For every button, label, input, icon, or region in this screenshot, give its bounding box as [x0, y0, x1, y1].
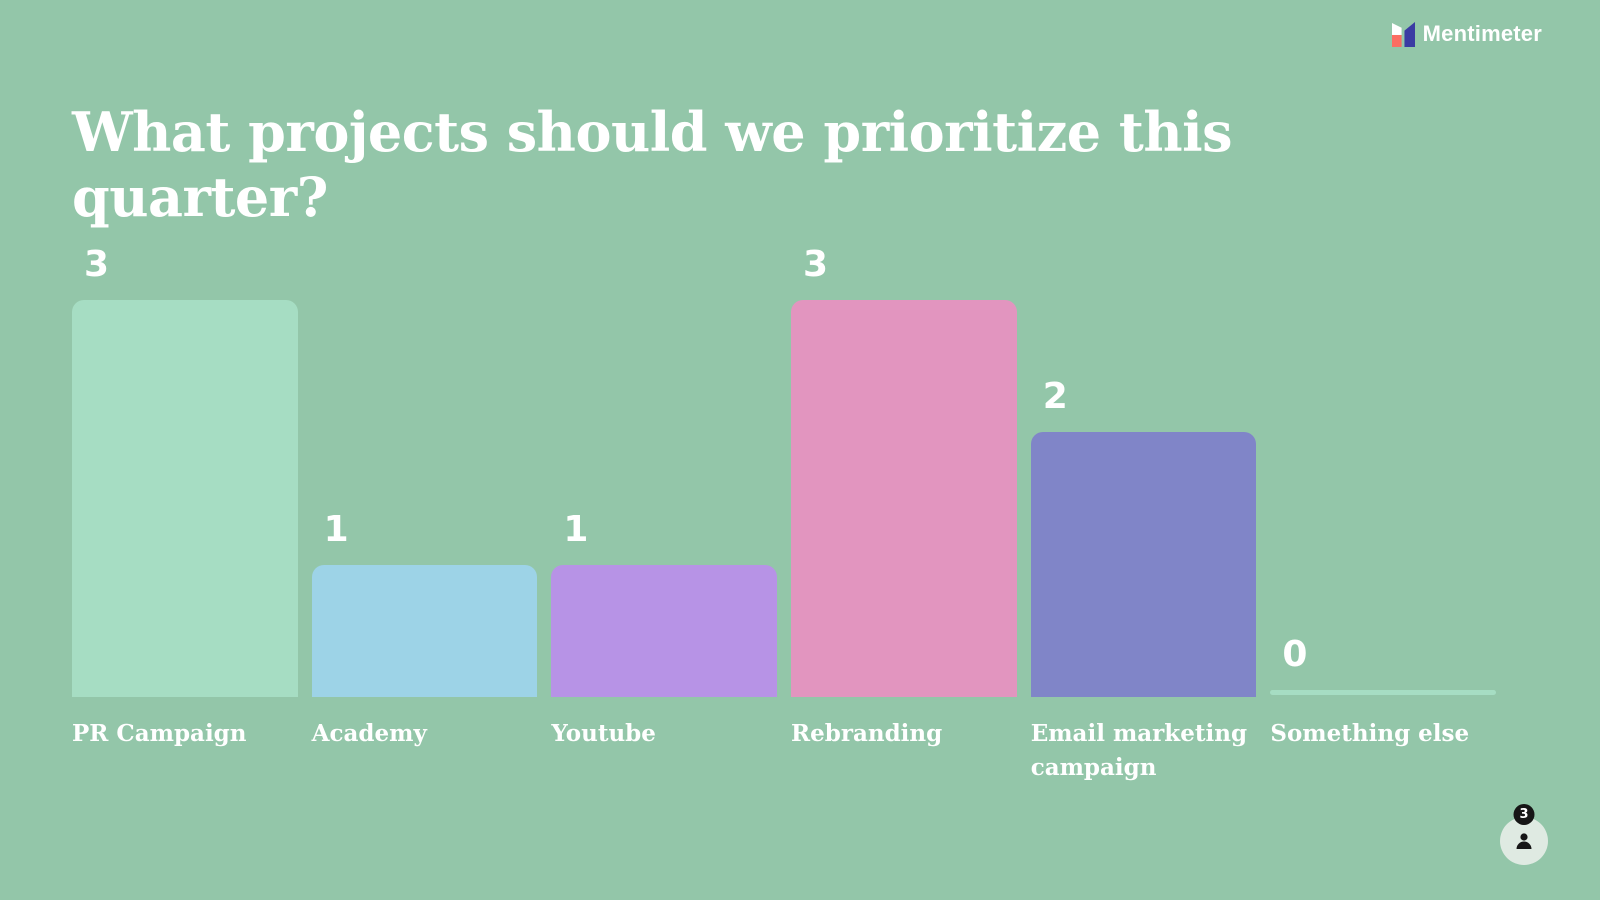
mentimeter-logo-text: Mentimeter [1422, 21, 1542, 46]
bar-chart: 3 1 1 3 2 0 PR Campaign Academy Youtube Rebrandi… [72, 243, 1497, 785]
bar-category-label: PR Campaign [72, 720, 247, 747]
bars-row: 3 1 1 3 2 0 [72, 243, 1497, 697]
participants-counter[interactable]: 3 [1500, 804, 1548, 865]
bar [72, 300, 298, 697]
bar-value-label: 3 [803, 244, 829, 285]
bar [311, 565, 538, 697]
bar-column: 1 [551, 243, 778, 697]
bar-category-label: Academy [311, 720, 427, 747]
bar [551, 565, 778, 697]
bar-column: 3 [791, 243, 1017, 697]
bar-column: 2 [1030, 243, 1257, 697]
bar-value-label: 3 [84, 244, 110, 285]
bar-category-label: Something else [1270, 720, 1470, 747]
bar-value-label: 1 [563, 509, 589, 550]
bar-column: 0 [1270, 243, 1497, 697]
mentimeter-logo-icon [1391, 21, 1415, 47]
mentimeter-logo: Mentimeter [1391, 21, 1542, 47]
bar-category-label: Email marketing campaign [1030, 720, 1248, 781]
bar [791, 300, 1017, 697]
bar-value-label: 2 [1042, 376, 1068, 417]
participants-count-badge: 3 [1513, 804, 1535, 825]
bar-category-label: Youtube [551, 720, 656, 747]
bar-category-label: Rebranding [791, 720, 943, 747]
bar [1030, 432, 1257, 697]
bar [1270, 690, 1497, 695]
bar-value-label: 0 [1282, 634, 1308, 675]
bar-column: 1 [311, 243, 538, 697]
question-title: What projects should we prioritize this … [72, 100, 1233, 229]
category-labels-row: PR Campaign Academy Youtube Rebranding Email… [72, 717, 1496, 785]
person-icon [1516, 833, 1532, 849]
bar-value-label: 1 [323, 509, 349, 550]
bar-column: 3 [72, 243, 298, 697]
